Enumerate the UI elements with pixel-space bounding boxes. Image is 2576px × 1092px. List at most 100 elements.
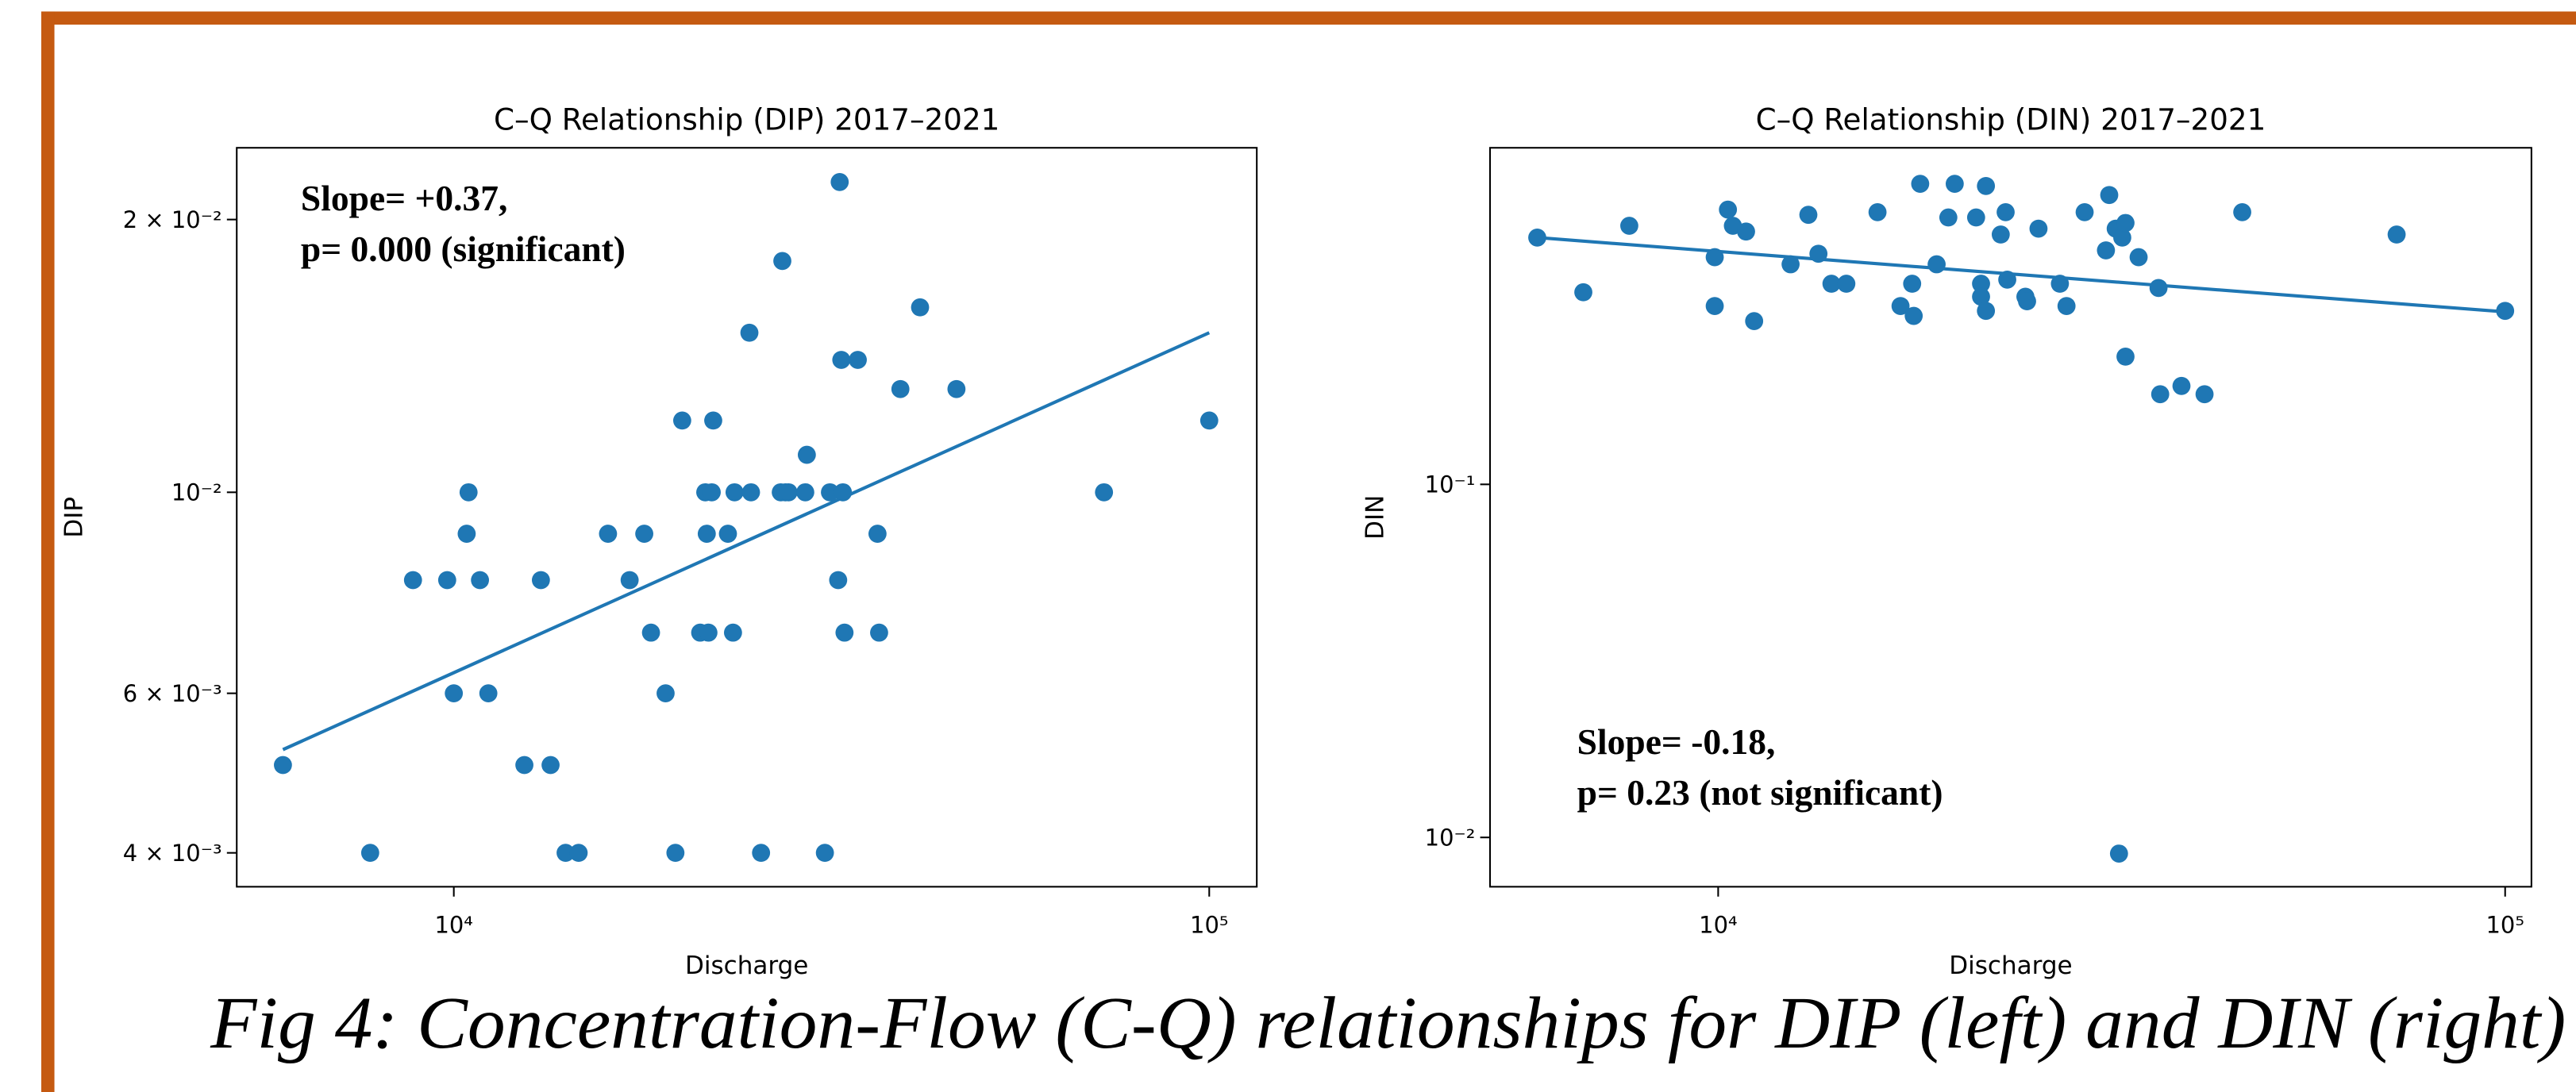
data-point (1996, 203, 2015, 221)
data-point (699, 623, 718, 642)
data-point (779, 483, 798, 502)
x-axis-label: Discharge (1949, 952, 2072, 980)
data-point (2018, 292, 2036, 311)
data-point (479, 684, 498, 702)
data-point (599, 525, 618, 543)
data-point (821, 483, 839, 502)
data-point (515, 756, 533, 775)
frame-top (40, 11, 2576, 25)
data-point (740, 323, 759, 342)
data-point (666, 844, 685, 863)
plot-frame (1488, 147, 2532, 888)
fit-line (282, 331, 1211, 752)
data-point (459, 483, 478, 502)
data-point (2050, 275, 2070, 293)
annotation: Slope= +0.37, (301, 178, 508, 218)
data-point (796, 483, 814, 502)
data-point (1972, 287, 1990, 306)
data-point (620, 571, 639, 590)
y-axis-label: DIP (60, 497, 89, 538)
data-point (1745, 312, 1764, 330)
data-point (741, 483, 760, 502)
data-point (457, 525, 476, 543)
annotation: Slope= -0.18, (1577, 721, 1776, 762)
data-point (2097, 241, 2116, 260)
data-point (2195, 385, 2214, 404)
data-point (641, 623, 660, 642)
data-point (2113, 228, 2131, 247)
data-point (829, 571, 848, 590)
data-point (1977, 302, 1996, 321)
data-point (556, 844, 575, 863)
y-tick-label: 10⁻² (1425, 825, 1476, 852)
plot-frame (236, 147, 1258, 888)
data-point (1799, 206, 1818, 225)
data-point (1939, 208, 1958, 227)
y-tick-label: 4 × 10⁻³ (123, 840, 222, 867)
data-point (403, 571, 422, 590)
data-point (1904, 306, 1923, 325)
data-point (2151, 385, 2170, 404)
data-point (870, 623, 888, 642)
data-point (2100, 186, 2119, 205)
annotation: p= 0.000 (significant) (301, 229, 626, 269)
data-point (1719, 200, 1738, 219)
data-point (360, 844, 379, 863)
data-point (2109, 844, 2128, 863)
data-point (2129, 248, 2148, 267)
data-point (657, 684, 675, 702)
x-axis-label: Discharge (685, 952, 808, 980)
data-point (635, 525, 653, 543)
data-point (274, 756, 292, 775)
data-point (2149, 279, 2168, 298)
data-point (672, 411, 691, 430)
data-point (703, 483, 721, 502)
data-point (1868, 203, 1887, 221)
data-point (832, 351, 851, 369)
data-point (541, 756, 560, 775)
data-point (1822, 275, 1841, 293)
data-point (1991, 225, 2010, 244)
y-tick-label: 10⁻¹ (1425, 471, 1476, 498)
data-point (1095, 483, 1114, 502)
frame-left (40, 11, 55, 1092)
data-point (1809, 244, 1828, 263)
data-point (891, 379, 910, 398)
data-point (868, 525, 887, 543)
data-point (1966, 208, 1985, 227)
data-point (1528, 228, 1546, 247)
data-point (445, 684, 464, 702)
data-point (752, 844, 771, 863)
data-point (1737, 222, 1755, 241)
data-point (704, 411, 722, 430)
y-tick-label: 10⁻² (171, 479, 222, 506)
data-point (815, 844, 834, 863)
y-axis-label: DIN (1361, 495, 1390, 540)
data-point (2116, 213, 2135, 233)
data-point (947, 379, 966, 398)
data-point (2387, 225, 2406, 244)
data-point (725, 483, 744, 502)
data-point (697, 525, 716, 543)
data-point (1781, 255, 1800, 274)
data-point (1620, 217, 1638, 235)
data-point (2233, 203, 2251, 221)
data-point (849, 351, 867, 369)
data-point (2116, 348, 2135, 366)
data-point (2075, 203, 2094, 221)
data-point (835, 623, 854, 642)
data-point (830, 172, 849, 191)
data-point (1945, 175, 1964, 193)
data-point (1903, 275, 1922, 293)
data-point (834, 483, 853, 502)
data-point (2172, 376, 2191, 395)
data-point (1891, 297, 1910, 315)
data-point (723, 623, 742, 642)
data-point (1705, 297, 1724, 315)
data-point (718, 525, 737, 543)
data-point (1574, 283, 1592, 302)
data-point (1972, 275, 1990, 293)
data-point (1837, 275, 1856, 293)
annotation: p= 0.23 (not significant) (1577, 772, 1943, 813)
